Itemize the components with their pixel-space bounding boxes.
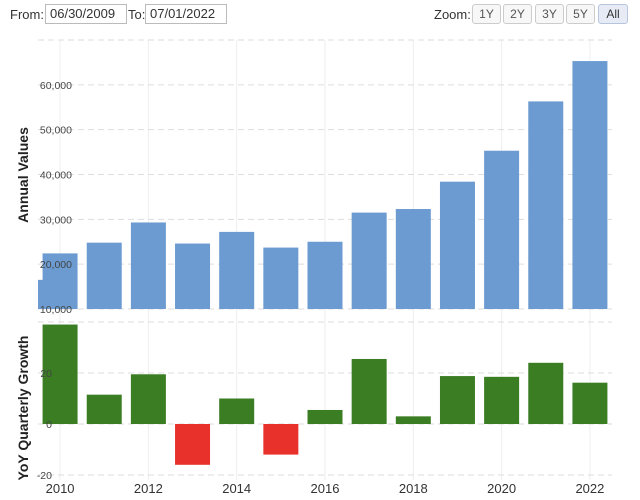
annual-y-tick-label: 40,000 xyxy=(40,170,72,182)
x-tick-label: 2014 xyxy=(222,481,251,496)
zoom-button-3y[interactable]: 3Y xyxy=(535,4,564,24)
annual-bar xyxy=(175,243,211,309)
growth-bar xyxy=(219,398,255,424)
annual-y-axis-label: Annual Values xyxy=(15,127,31,223)
growth-bar xyxy=(572,382,608,424)
annual-bar xyxy=(42,253,78,309)
annual-bar xyxy=(439,181,475,309)
annual-bar xyxy=(130,222,166,309)
annual-bar xyxy=(395,209,431,309)
growth-bar xyxy=(175,424,211,465)
annual-bar xyxy=(528,101,564,310)
growth-y-axis-label: YoY Quarterly Growth xyxy=(15,336,31,481)
annual-bar xyxy=(307,241,343,309)
growth-bar xyxy=(86,394,122,424)
growth-bar xyxy=(42,324,78,424)
from-date-input[interactable]: 06/30/2009 xyxy=(45,4,127,24)
growth-bar xyxy=(395,416,431,424)
annual-y-tick-label: 20,000 xyxy=(40,259,72,271)
to-date-input[interactable]: 07/01/2022 xyxy=(145,4,227,24)
to-label: To: xyxy=(128,7,146,22)
growth-bar xyxy=(351,358,387,424)
zoom-button-all[interactable]: All xyxy=(598,4,628,24)
zoom-button-5y[interactable]: 5Y xyxy=(566,4,595,24)
growth-bar xyxy=(130,374,166,424)
annual-bar xyxy=(263,247,299,309)
x-tick-label: 2016 xyxy=(311,481,340,496)
growth-y-tick-label: 20 xyxy=(40,368,52,380)
annual-y-tick-label: 60,000 xyxy=(40,80,72,92)
x-tick-label: 2022 xyxy=(575,481,604,496)
annual-bar xyxy=(351,212,387,309)
growth-y-tick-label: -20 xyxy=(37,470,52,482)
zoom-button-1y[interactable]: 1Y xyxy=(472,4,501,24)
annual-y-tick-label: 30,000 xyxy=(40,214,72,226)
annual-bar xyxy=(86,242,122,309)
growth-bar xyxy=(528,362,564,424)
growth-bar xyxy=(439,376,475,424)
growth-bar xyxy=(307,409,343,424)
zoom-label: Zoom: xyxy=(434,7,471,22)
x-tick-label: 2010 xyxy=(46,481,75,496)
x-tick-label: 2020 xyxy=(487,481,516,496)
growth-bar xyxy=(263,424,299,455)
x-tick-label: 2018 xyxy=(399,481,428,496)
annual-bar xyxy=(219,231,255,309)
zoom-button-2y[interactable]: 2Y xyxy=(503,4,532,24)
range-toolbar: From: 06/30/2009 To: 07/01/2022 Zoom: 1Y… xyxy=(0,0,640,30)
growth-y-tick-label: 0 xyxy=(46,419,52,431)
growth-bar xyxy=(484,376,520,424)
annual-y-tick-label: 10,000 xyxy=(40,304,72,316)
annual-bar xyxy=(572,61,608,309)
from-label: From: xyxy=(10,7,44,22)
x-tick-label: 2012 xyxy=(134,481,163,496)
annual-y-tick-label: 50,000 xyxy=(40,125,72,137)
annual-bar xyxy=(484,150,520,309)
